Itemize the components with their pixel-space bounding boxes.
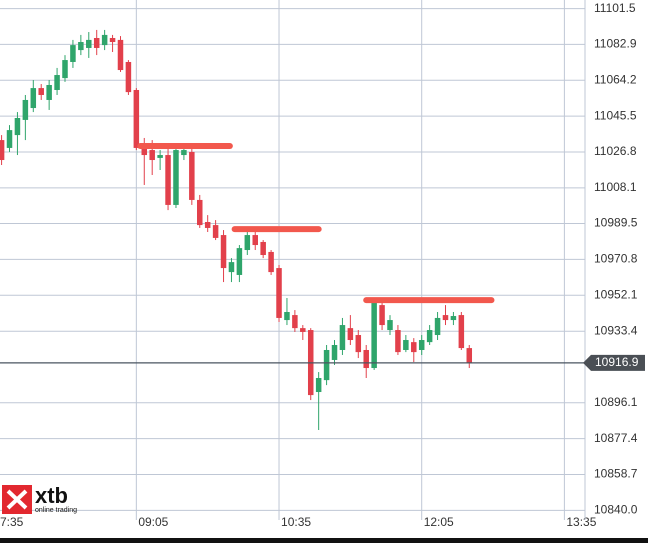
candle-body: [141, 146, 148, 156]
candle-body: [339, 325, 346, 350]
candle-body: [86, 39, 92, 48]
y-tick-label: 10970.8: [594, 252, 638, 266]
candle-body: [426, 330, 433, 343]
candle-body: [371, 302, 377, 369]
candle-body: [403, 340, 409, 350]
candle-body: [22, 99, 29, 120]
candle-body: [54, 75, 60, 90]
y-tick-label: 10989.5: [594, 216, 638, 230]
x-tick-label: 12:05: [424, 515, 454, 529]
candle-body: [418, 340, 425, 350]
candle-body: [379, 305, 385, 326]
candle-body: [331, 345, 338, 360]
plot: [0, 0, 585, 520]
candle-body: [149, 150, 155, 161]
candle-body: [395, 330, 401, 353]
candle-body: [387, 320, 393, 331]
candle-body: [197, 199, 203, 226]
candle-body: [442, 315, 449, 321]
candle-body: [466, 348, 473, 363]
logo-name: xtb: [35, 483, 68, 508]
candle-body: [292, 315, 298, 329]
candle-body: [38, 88, 44, 95]
candle-body: [363, 349, 369, 369]
candle-body: [220, 235, 227, 269]
x-tick-label: 10:35: [281, 515, 311, 529]
candle-body: [101, 34, 108, 46]
candle-body: [181, 150, 187, 156]
candle-body: [46, 85, 52, 100]
y-tick-label: 10933.4: [594, 323, 638, 337]
y-tick-label: 11045.5: [594, 108, 637, 122]
candle-body: [411, 342, 417, 353]
x-tick-label: 09:05: [138, 515, 168, 529]
candle-body: [228, 262, 235, 273]
candle-body: [252, 235, 258, 246]
y-tick-label: 10840.0: [594, 503, 638, 517]
candle-body: [300, 328, 306, 332]
candle-body: [0, 140, 5, 161]
last-price-label: 10916.9: [595, 355, 639, 369]
candle-body: [117, 39, 124, 71]
candle-body: [93, 37, 100, 48]
candle-body: [276, 268, 282, 318]
candle-body: [30, 88, 37, 109]
x-tick-label: 7:35: [0, 515, 24, 529]
y-tick-label: 10858.7: [594, 467, 638, 481]
candle-body: [434, 317, 441, 336]
y-tick-label: 11008.1: [594, 180, 637, 194]
candle-body: [70, 45, 76, 62]
candle-body: [212, 225, 219, 238]
candle-body: [244, 235, 251, 251]
candle-body: [165, 155, 171, 205]
y-tick-label: 11101.5: [594, 1, 636, 15]
candle-body: [323, 349, 330, 381]
candle-body: [62, 60, 68, 79]
candle-body: [173, 150, 179, 205]
candle-body: [109, 37, 116, 43]
candle-body: [78, 42, 84, 51]
last-price-box: [583, 354, 645, 371]
candle-body: [355, 335, 362, 353]
candle-body: [125, 61, 132, 93]
y-tick-label: 11026.8: [594, 144, 637, 158]
candle-body: [315, 378, 322, 393]
candle-body: [6, 130, 13, 148]
candle-body: [268, 251, 274, 273]
y-tick-label: 10896.1: [594, 395, 638, 409]
candle-body: [458, 315, 465, 349]
y-tick-label: 10877.4: [594, 431, 638, 445]
y-tick-label: 11064.2: [594, 72, 637, 86]
candle-body: [347, 328, 354, 341]
bottom-bar: [0, 538, 648, 543]
candle-body: [133, 89, 140, 148]
candle-body: [204, 222, 211, 228]
candle-body: [189, 151, 195, 200]
candle-body: [260, 241, 266, 256]
x-tick-label: 13:35: [566, 515, 596, 529]
y-tick-label: 11082.9: [594, 36, 637, 50]
candle-body: [236, 248, 243, 275]
candle-body: [14, 118, 21, 136]
candle-body: [284, 312, 290, 321]
candle-body: [157, 155, 163, 158]
logo-tagline: online trading: [35, 507, 77, 514]
candle-body: [450, 316, 457, 321]
y-tick-label: 10952.1: [594, 287, 638, 301]
logo: xtb online trading: [2, 483, 77, 514]
logo-x: [6, 489, 28, 510]
